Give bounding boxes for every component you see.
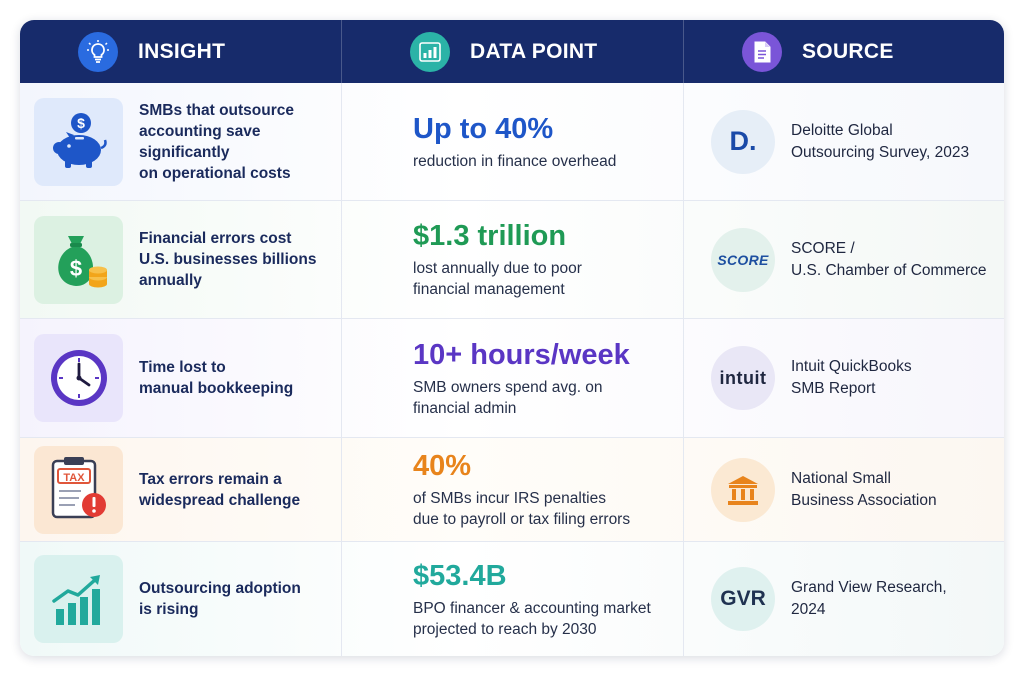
source-text: Grand View Research, 2024 bbox=[791, 579, 947, 618]
data-value: 10+ hours/week bbox=[413, 338, 630, 371]
bar-chart-icon bbox=[410, 31, 450, 72]
table-row: Time lost to manual bookkeeping 10+ hour… bbox=[20, 319, 1004, 438]
insight-text: SMBs that outsource accounting save sign… bbox=[139, 101, 295, 182]
clock-icon bbox=[34, 334, 123, 422]
growth-chart-icon bbox=[34, 555, 123, 643]
data-value: 40% bbox=[413, 450, 472, 482]
data-point-cell: Up to 40% reduction in finance overhead bbox=[342, 83, 684, 200]
score-logo-text: SCORE bbox=[717, 251, 769, 268]
header-source-label: SOURCE bbox=[802, 39, 894, 63]
source-cell: intuit Intuit QuickBooks SMB Report bbox=[684, 319, 1004, 437]
table-row: $ Financial errors cost U.S. businesses … bbox=[20, 201, 1004, 319]
gvr-logo: GVR bbox=[711, 567, 775, 631]
insight-cell: $ SMBs that outsource accounting save si… bbox=[20, 83, 342, 200]
insight-text: Financial errors cost U.S. businesses bi… bbox=[139, 230, 317, 289]
comparison-table: INSIGHT DATA POINT bbox=[20, 20, 1004, 656]
svg-text:$: $ bbox=[77, 115, 85, 131]
header-insight-label: INSIGHT bbox=[138, 39, 226, 63]
insight-text: Tax errors remain a widespread challenge bbox=[139, 470, 301, 509]
insight-text: Time lost to manual bookkeeping bbox=[139, 359, 294, 397]
data-description: reduction in finance overhead bbox=[413, 152, 617, 170]
insight-cell: Time lost to manual bookkeeping bbox=[20, 319, 342, 437]
source-cell: SCORE SCORE / U.S. Chamber of Commerce bbox=[684, 201, 1004, 318]
data-value: $1.3 trillion bbox=[413, 220, 567, 252]
data-point-cell: 10+ hours/week SMB owners spend avg. on … bbox=[342, 319, 684, 437]
clipboard-label: TAX bbox=[63, 472, 85, 484]
money-bag-icon: $ bbox=[34, 215, 123, 304]
header-data-point: DATA POINT bbox=[342, 20, 684, 83]
score-logo: SCORE bbox=[711, 227, 775, 292]
source-text: SCORE / U.S. Chamber of Commerce bbox=[791, 239, 987, 279]
svg-text:$: $ bbox=[69, 256, 81, 281]
source-text: Deloitte Global Outsourcing Survey, 2023 bbox=[791, 121, 970, 161]
data-point-cell: 40% of SMBs incur IRS penalties due to p… bbox=[342, 438, 684, 541]
source-cell: National Small Business Association bbox=[684, 438, 1004, 541]
data-point-cell: $1.3 trillion lost annually due to poor … bbox=[342, 201, 684, 318]
deloitte-logo: D. bbox=[711, 109, 775, 174]
source-cell: GVR Grand View Research, 2024 bbox=[684, 542, 1004, 656]
data-description: of SMBs incur IRS penalties due to payro… bbox=[413, 490, 631, 528]
data-description: lost annually due to poor financial mana… bbox=[413, 260, 582, 298]
table-header: INSIGHT DATA POINT bbox=[20, 20, 1004, 83]
source-text: Intuit QuickBooks SMB Report bbox=[791, 358, 912, 397]
header-source: SOURCE bbox=[684, 20, 1004, 83]
source-cell: D. Deloitte Global Outsourcing Survey, 2… bbox=[684, 83, 1004, 200]
data-value: $53.4B bbox=[413, 559, 507, 592]
header-insight: INSIGHT bbox=[20, 20, 342, 83]
data-value: Up to 40% bbox=[413, 112, 554, 145]
lightbulb-icon bbox=[78, 31, 118, 72]
tax-clipboard-icon: TAX bbox=[34, 445, 123, 534]
intuit-logo: intuit bbox=[711, 346, 775, 410]
insight-cell: TAX Tax errors remain a widespread chall… bbox=[20, 438, 342, 541]
gvr-logo-text: GVR bbox=[720, 587, 766, 610]
insight-text: Outsourcing adoption is rising bbox=[139, 580, 301, 618]
document-icon bbox=[742, 31, 782, 72]
data-description: SMB owners spend avg. on financial admin bbox=[413, 378, 603, 417]
table-row: $ SMBs that outsource accounting save si… bbox=[20, 83, 1004, 201]
bank-building-icon bbox=[711, 457, 775, 522]
header-data-point-label: DATA POINT bbox=[470, 39, 598, 63]
data-description: BPO financer & accounting market project… bbox=[413, 599, 651, 638]
insight-cell: Outsourcing adoption is rising bbox=[20, 542, 342, 656]
deloitte-logo-text: D. bbox=[729, 126, 757, 156]
table-row: TAX Tax errors remain a widespread chall… bbox=[20, 438, 1004, 542]
intuit-logo-text: intuit bbox=[719, 367, 767, 388]
data-point-cell: $53.4B BPO financer & accounting market … bbox=[342, 542, 684, 656]
piggy-bank-icon: $ bbox=[34, 97, 123, 186]
source-text: National Small Business Association bbox=[791, 469, 937, 509]
table-row: Outsourcing adoption is rising $53.4B BP… bbox=[20, 542, 1004, 656]
insight-cell: $ Financial errors cost U.S. businesses … bbox=[20, 201, 342, 318]
